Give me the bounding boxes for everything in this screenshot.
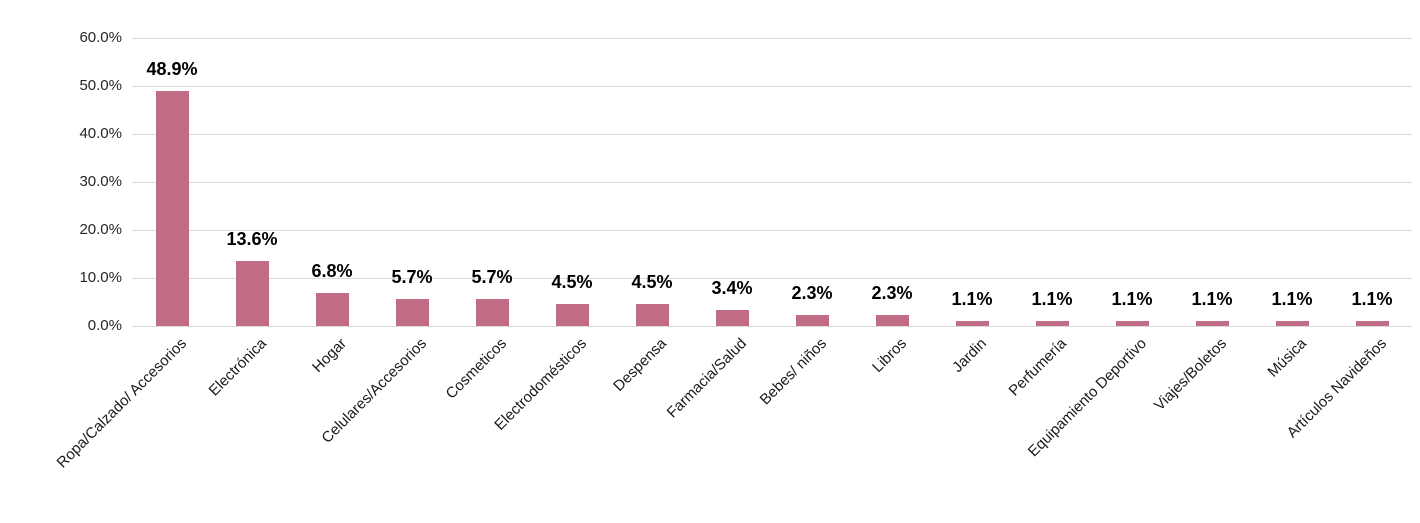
bar (1275, 320, 1309, 326)
bar-value-label: 2.3% (791, 282, 833, 303)
x-tick-label: Libros (869, 335, 911, 376)
bar (635, 304, 669, 326)
bar-value-label: 48.9% (146, 59, 198, 80)
bar (715, 309, 749, 326)
gridline (132, 278, 1412, 279)
gridline (132, 134, 1412, 135)
bar (795, 314, 829, 326)
y-tick-label: 60.0% (79, 29, 122, 46)
x-tick-label: Viajes/Boletos (1150, 335, 1231, 415)
bar (315, 293, 349, 326)
x-tick-label: Hogar (309, 335, 351, 376)
bar-value-label: 1.1% (1031, 288, 1073, 309)
x-tick-label: Jardin (949, 335, 991, 376)
bar-value-label: 4.5% (631, 272, 673, 293)
bar (475, 298, 509, 326)
bar (875, 314, 909, 326)
y-tick-label: 0.0% (87, 317, 122, 334)
bar-value-label: 6.8% (311, 261, 353, 282)
bar (1195, 320, 1229, 326)
bar-value-label: 5.7% (391, 266, 433, 287)
bar-value-label: 5.7% (471, 266, 513, 287)
x-tick-label: Farmacia/Salud (663, 335, 751, 422)
y-tick-label: 10.0% (79, 269, 122, 286)
bar-value-label: 1.1% (951, 288, 993, 309)
y-tick-label: 40.0% (79, 125, 122, 142)
bar-value-label: 4.5% (551, 272, 593, 293)
x-tick-label: Ropa/Calzado/ Accesorios (53, 335, 191, 472)
bar-value-label: 2.3% (871, 282, 913, 303)
gridline (132, 182, 1412, 183)
gridline (132, 86, 1412, 87)
bar (1115, 320, 1149, 326)
x-tick-label: Música (1264, 335, 1311, 381)
y-tick-label: 30.0% (79, 173, 122, 190)
x-tick-label: Despensa (610, 335, 671, 395)
bar-value-label: 3.4% (711, 277, 753, 298)
x-tick-label: Cosmeticos (442, 335, 511, 403)
bar-value-label: 13.6% (226, 228, 278, 249)
gridline (132, 326, 1412, 327)
bar (235, 260, 269, 326)
x-tick-label: Bebes/ niños (756, 335, 831, 409)
bar (955, 320, 989, 326)
bar-value-label: 1.1% (1191, 288, 1233, 309)
gridline (132, 230, 1412, 231)
y-tick-label: 50.0% (79, 77, 122, 94)
bar-value-label: 1.1% (1351, 288, 1393, 309)
bar-value-label: 1.1% (1111, 288, 1153, 309)
y-tick-label: 20.0% (79, 221, 122, 238)
bar-value-label: 1.1% (1271, 288, 1313, 309)
bar (1355, 320, 1389, 326)
bar (395, 298, 429, 326)
bar (1035, 320, 1069, 326)
x-tick-label: Electrónica (205, 335, 271, 400)
bar (555, 304, 589, 326)
gridline (132, 38, 1412, 39)
x-tick-label: Perfumería (1005, 335, 1071, 400)
bar (155, 91, 189, 326)
